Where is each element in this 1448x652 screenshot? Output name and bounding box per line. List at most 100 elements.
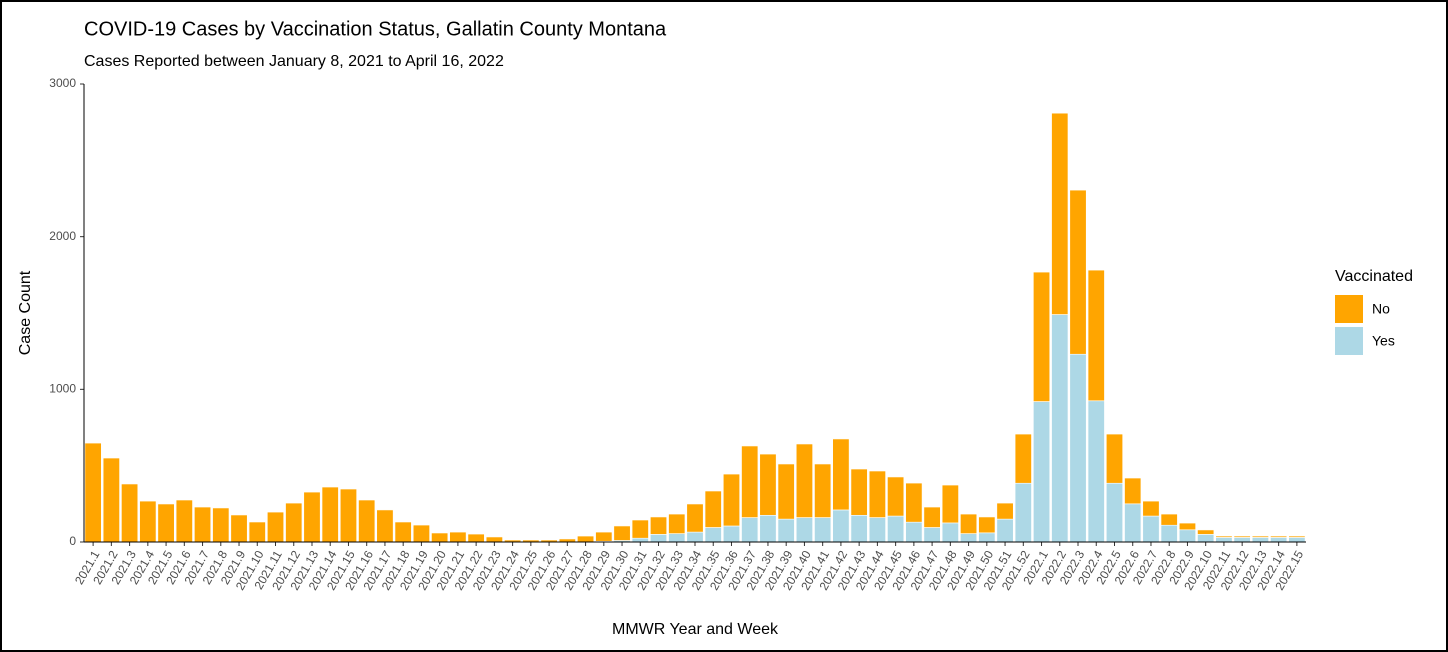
bar-segment [631, 537, 649, 543]
bar-segment [1051, 112, 1069, 315]
bar-segment [1124, 477, 1142, 505]
bar-segment [467, 533, 485, 543]
bar-segment [759, 514, 777, 543]
bar-segment [722, 525, 740, 543]
bar-segment [741, 517, 759, 543]
bar-segment [266, 511, 285, 543]
bar-segment [431, 532, 449, 543]
bar-segment [795, 517, 813, 543]
bar-segment [321, 486, 339, 543]
bar-segment [1069, 189, 1087, 355]
bar-segment [485, 536, 503, 543]
bar-segment [577, 535, 595, 543]
bar-segment [1069, 353, 1087, 543]
bar-segment [1051, 314, 1069, 543]
bar-segment [157, 503, 175, 543]
bar-segment [978, 532, 996, 543]
legend-title: Vaccinated [1335, 268, 1413, 285]
bar-segment [850, 514, 868, 543]
legend-key [1335, 327, 1363, 355]
bar-segment [248, 521, 266, 543]
bar-segment [686, 503, 704, 533]
legend-label: No [1372, 301, 1390, 317]
bar-segment [923, 527, 941, 543]
bar-segment [868, 517, 886, 543]
y-tick-label: 0 [69, 534, 76, 548]
bar-segment [1033, 271, 1051, 402]
bar-segment [194, 506, 212, 543]
bar-segment [212, 507, 230, 543]
bar-segment [887, 476, 905, 517]
bar-segment [1014, 433, 1032, 484]
bar-segment [102, 457, 120, 543]
bar-segment [613, 525, 631, 541]
x-axis-title: MMWR Year and Week [612, 621, 779, 638]
bar-segment [449, 531, 467, 543]
bar-segment [777, 463, 795, 520]
bar-segment [1087, 400, 1105, 543]
bar-segment [1197, 529, 1215, 535]
bar-segment [1288, 535, 1306, 538]
bar-segment [868, 470, 886, 518]
bar-segment [1160, 524, 1178, 543]
bar-segment [1142, 500, 1160, 517]
bar-segment [996, 518, 1014, 543]
chart-title: COVID-19 Cases by Vaccination Status, Ga… [84, 18, 667, 40]
bar-segment [795, 443, 813, 518]
bar-segment [1251, 535, 1269, 538]
bar-segment [303, 491, 321, 543]
y-axis-title: Case Count [17, 270, 34, 355]
bar-segment [1033, 401, 1051, 543]
bar-segment [230, 514, 248, 543]
bar-segment [631, 519, 649, 539]
bar-segment [814, 517, 832, 543]
bar-segment [1288, 537, 1306, 543]
bar-segment [358, 499, 376, 543]
bar-segment [996, 502, 1014, 520]
bar-segment [832, 438, 850, 511]
bar-segment [850, 468, 868, 516]
bar-segment [704, 527, 722, 543]
bar-segment [1233, 537, 1251, 543]
bar-segment [722, 473, 740, 527]
bar-segment [1251, 537, 1269, 543]
bar-segment [759, 453, 777, 516]
bar-segment [650, 534, 668, 543]
bar-segment [1197, 534, 1215, 543]
bar-segment [905, 482, 923, 523]
bar-segment [741, 445, 759, 518]
bar-segment [1270, 537, 1288, 543]
bar-segment [1178, 529, 1196, 543]
bar-segment [668, 513, 686, 534]
bar-segment [339, 488, 357, 543]
y-tick-label: 1000 [49, 382, 76, 396]
bar-segment [704, 490, 722, 528]
bar-segment [1142, 515, 1160, 543]
bar-segment [595, 531, 613, 542]
bar-segment [1087, 269, 1105, 402]
legend-label: Yes [1372, 333, 1395, 349]
y-tick-label: 3000 [49, 76, 76, 90]
bar-segment [978, 516, 996, 534]
bar-segment [1105, 433, 1123, 484]
bar-segment [1215, 535, 1233, 538]
bar-segment [285, 502, 303, 543]
bar-segment [960, 513, 978, 534]
bar-segment [1215, 537, 1233, 543]
bar-segment [1178, 522, 1196, 531]
bar-segment [960, 533, 978, 543]
bar-segment [777, 518, 795, 543]
bar-segment [686, 531, 704, 543]
bar-segment [814, 463, 832, 518]
legend-key [1335, 295, 1363, 323]
bar-segment [1014, 482, 1032, 543]
bar-segment [175, 499, 193, 543]
chart-subtitle: Cases Reported between January 8, 2021 t… [84, 53, 504, 70]
bar-segment [84, 442, 102, 543]
bar-segment [650, 516, 668, 535]
bar-segment [668, 533, 686, 543]
bar-segment [941, 522, 959, 543]
bar-segment [887, 515, 905, 543]
